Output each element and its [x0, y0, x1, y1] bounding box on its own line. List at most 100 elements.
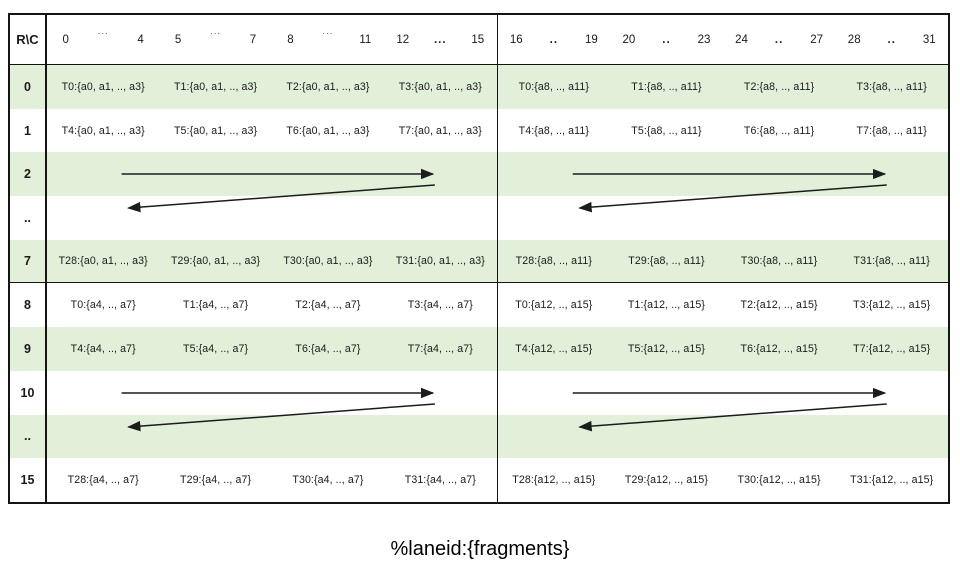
- row-9-left-half: T28:{a4, .., a7} T29:{a4, .., a7} T30:{a4,…: [47, 458, 498, 502]
- col-header-left-11: 15: [471, 33, 485, 46]
- fragment-cell: T4:{a8, .., a11}: [518, 124, 589, 137]
- fragment-cell: T29:{a4, .., a7}: [180, 474, 252, 487]
- col-header-left-1: ···: [97, 29, 109, 38]
- fragment-cell: T0:{a4, .., a7}: [70, 299, 136, 312]
- fragment-cell: T4:{a4, .., a7}: [70, 342, 136, 355]
- col-header-right-0: 16: [509, 33, 523, 46]
- col-header-right-10: ..: [887, 33, 896, 46]
- col-header-right-11: 31: [922, 33, 936, 46]
- col-header-left-3: 5: [174, 33, 182, 46]
- header-columns-right: 16.. 19 20.. 23 24.. 27 28.. 31: [498, 15, 949, 64]
- fragment-cell: T1:{a8, .., a11}: [631, 80, 702, 93]
- fragment-cell: T6:{a0, a1, .., a3}: [286, 124, 370, 137]
- fragment-cell: T6:{a12, .., a15}: [740, 342, 818, 355]
- fragment-cell: T4:{a12, .., a15}: [515, 342, 593, 355]
- fragment-cell: T29:{a0, a1, .., a3}: [170, 255, 261, 268]
- fragment-cell: T28:{a0, a1, .., a3}: [58, 255, 148, 268]
- row-label: 15: [10, 458, 47, 502]
- corner-cell: R\C: [10, 15, 47, 64]
- fragment-cell: T5:{a4, .., a7}: [183, 342, 249, 355]
- row-7-left-half: [47, 370, 498, 415]
- table-row-dotsdots: ..: [10, 184, 949, 240]
- col-header-right-5: 23: [697, 33, 711, 46]
- fragment-cell: T3:{a4, .., a7}: [407, 299, 473, 312]
- row-1-left-half: T4:{a0, a1, .., a3} T5:{a0, a1, .., a3} T6…: [47, 108, 498, 153]
- row-label: 10: [10, 370, 47, 415]
- scan-right-arrow: [121, 387, 435, 399]
- row-1-right-half: T4:{a8, .., a11} T5:{a8, .., a11} T6:{a8, …: [498, 109, 949, 153]
- col-header-right-8: 27: [810, 33, 824, 46]
- fragment-cell: T29:{a8, .., a11}: [628, 255, 705, 268]
- fragment-cell: T1:{a4, .., a7}: [183, 299, 249, 312]
- caption: %laneid:{fragments}: [390, 538, 570, 560]
- table-row-8: 8 T0:{a4, .., a7} T1:{a4, .., a7} T2:{a4, .…: [10, 283, 949, 328]
- fragment-cell: T7:{a4, .., a7}: [407, 342, 473, 355]
- fragment-cell: T7:{a8, .., a11}: [856, 124, 927, 137]
- col-header-left-4: ···: [210, 29, 222, 38]
- fragment-cell: T7:{a12, .., a15}: [853, 342, 931, 355]
- row-3-left-half: [47, 184, 498, 240]
- row-0-left-half: T0:{a0, a1, .., a3} T1:{a0, a1, .., a3} T2…: [47, 65, 498, 109]
- col-header-right-3: 20: [622, 33, 636, 46]
- fragment-cell: T1:{a12, .., a15}: [627, 299, 705, 312]
- table-row-9: 9 T4:{a4, .., a7} T5:{a4, .., a7} T6:{a4, .…: [10, 327, 948, 371]
- row-8-left-half: [47, 402, 498, 459]
- fragment-cell: T6:{a4, .., a7}: [295, 342, 361, 355]
- fragment-cell: T28:{a12, .., a15}: [512, 474, 596, 487]
- scan-right-arrow: [572, 387, 886, 399]
- fragment-cell: T3:{a8, .., a11}: [856, 80, 927, 93]
- fragment-cell: T6:{a8, .., a11}: [743, 124, 815, 137]
- row-4-left-half: T28:{a0, a1, .., a3} T29:{a0, a1, .., a3}…: [47, 239, 498, 283]
- wrap-left-arrow: [127, 402, 435, 431]
- wrap-left-arrow: [127, 184, 435, 213]
- row-6-right-half: T4:{a12, .., a15} T5:{a12, .., a15} T6:{a1…: [498, 327, 949, 371]
- fragment-cell: T7:{a0, a1, .., a3}: [398, 124, 482, 137]
- table-row-7: 7 T28:{a0, a1, .., a3} T29:{a0, a1, .., a3…: [10, 239, 949, 284]
- row-8-right-half: [498, 402, 949, 459]
- col-header-left-10: ...: [433, 33, 447, 46]
- row-7-right-half: [498, 371, 949, 415]
- row-9-right-half: T28:{a12, .., a15} T29:{a12, .., a15} T30:…: [498, 458, 949, 502]
- scan-right-arrow: [121, 169, 435, 180]
- row-3-right-half: [498, 184, 949, 240]
- col-header-left-8: 11: [359, 33, 372, 46]
- fragment-cell: T3:{a12, .., a15}: [853, 299, 931, 312]
- fragment-cell: T31:{a0, a1, .., a3}: [395, 255, 485, 268]
- col-header-right-6: 24: [735, 33, 748, 46]
- fragment-cell: T2:{a12, .., a15}: [740, 299, 818, 312]
- row-label: 9: [10, 327, 47, 371]
- col-header-right-2: 19: [584, 33, 598, 46]
- col-header-right-9: 28: [847, 33, 861, 46]
- fragment-cell: T2:{a4, .., a7}: [295, 299, 361, 312]
- fragment-cell: T30:{a8, .., a11}: [740, 255, 818, 268]
- col-header-left-6: 8: [287, 33, 294, 46]
- fragment-cell: T31:{a8, .., a11}: [853, 255, 930, 268]
- table-row-15: 15 T28:{a4, .., a7} T29:{a4, .., a7} T30:{a…: [10, 458, 948, 502]
- row-label: 8: [10, 283, 47, 328]
- laneid-fragments-table: R\C 0 ··· 4 5 ··· 7 8 ··· 11 12... 15 16.. 19 20.. 23…: [8, 13, 950, 504]
- row-5-left-half: T0:{a4, .., a7} T1:{a4, .., a7} T2:{a4, ..…: [47, 283, 498, 328]
- row-6-left-half: T4:{a4, .., a7} T5:{a4, .., a7} T6:{a4, ..…: [47, 327, 498, 371]
- fragment-cell: T0:{a8, .., a11}: [518, 80, 589, 93]
- fragment-cell: T28:{a4, .., a7}: [67, 474, 139, 487]
- fragment-cell: T3:{a0, a1, .., a3}: [398, 80, 482, 93]
- col-header-left-0: 0: [62, 33, 69, 46]
- fragment-cell: T5:{a8, .., a11}: [631, 124, 702, 137]
- table-row-10: 10: [10, 370, 949, 415]
- table-body: 0 T0:{a0, a1, .., a3} T1:{a0, a1, .., a3} T…: [10, 65, 948, 502]
- fragment-cell: T31:{a12, .., a15}: [850, 474, 934, 487]
- table-row-2: 2: [10, 152, 948, 197]
- row-label: 2: [10, 152, 47, 197]
- header-columns-left: 0 ··· 4 5 ··· 7 8 ··· 11 12... 15: [47, 15, 498, 64]
- fragment-cell: T4:{a0, a1, .., a3}: [61, 124, 145, 137]
- table-row-0: 0 T0:{a0, a1, .., a3} T1:{a0, a1, .., a3} T…: [10, 65, 948, 109]
- row-4-right-half: T28:{a8, .., a11} T29:{a8, .., a11} T30:{a…: [498, 240, 949, 283]
- fragment-cell: T2:{a8, .., a11}: [743, 80, 815, 93]
- row-5-right-half: T0:{a12, .., a15} T1:{a12, .., a15} T2:{a1…: [498, 283, 949, 327]
- fragment-cell: T28:{a8, .., a11}: [515, 255, 592, 268]
- fragment-cell: T1:{a0, a1, .., a3}: [173, 80, 258, 93]
- row-label: 1: [10, 108, 47, 153]
- row-label: ..: [10, 196, 47, 240]
- table-header-row: R\C 0 ··· 4 5 ··· 7 8 ··· 11 12... 15 16.. 19 20.. 23…: [10, 15, 948, 65]
